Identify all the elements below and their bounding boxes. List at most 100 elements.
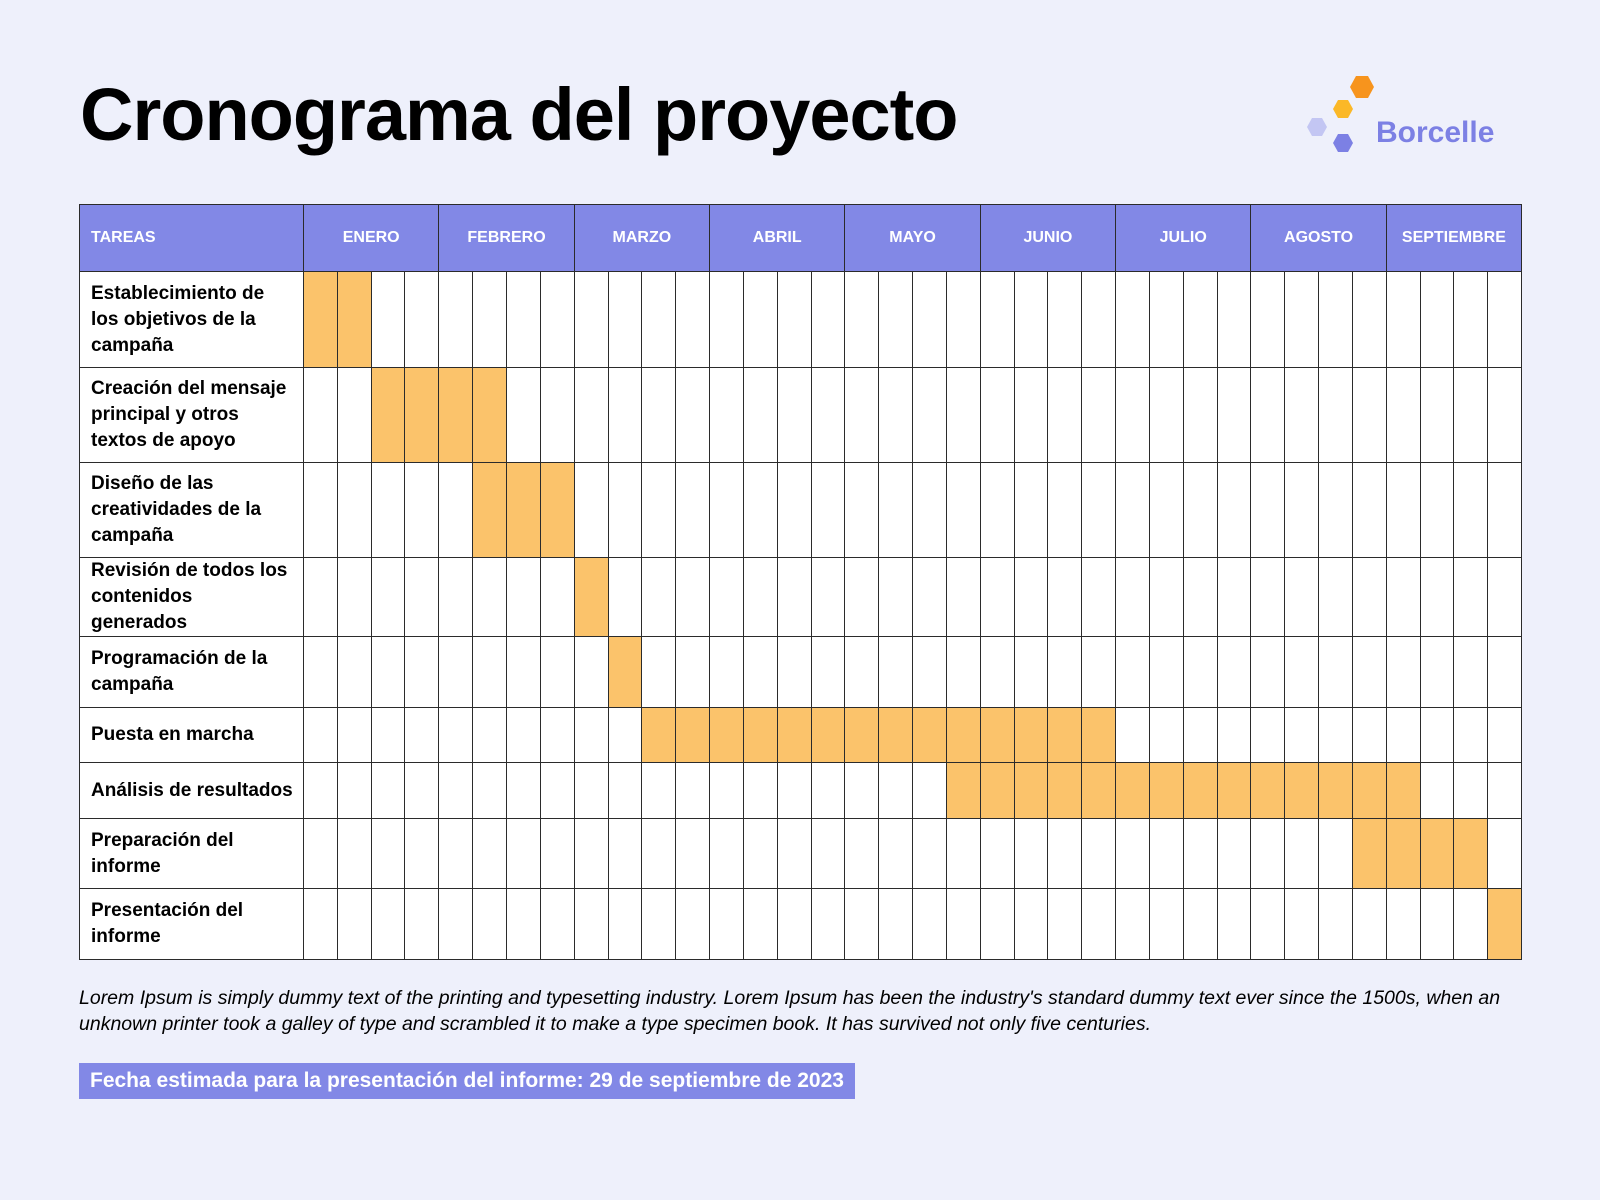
- timeline-cell: [1182, 818, 1218, 889]
- timeline-cell: [336, 818, 372, 889]
- timeline-cell: [1385, 462, 1421, 558]
- timeline-cell: [1385, 888, 1421, 960]
- timeline-cell: [912, 818, 947, 889]
- timeline-bar-cell: [1453, 818, 1489, 889]
- timeline-cell: [1182, 636, 1218, 708]
- timeline-bar-cell: [1385, 818, 1421, 889]
- timeline-cell: [1148, 271, 1184, 368]
- timeline-cell: [1453, 367, 1489, 463]
- timeline-cell: [1250, 636, 1286, 708]
- timeline-cell: [336, 557, 372, 637]
- timeline-bar-cell: [709, 707, 744, 763]
- task-name: Revisión de todos los contenidos generad…: [79, 557, 304, 637]
- timeline-cell: [1250, 557, 1286, 637]
- timeline-cell: [945, 636, 981, 708]
- timeline-cell: [573, 636, 609, 708]
- timeline-cell: [709, 636, 744, 708]
- timeline-cell: [1148, 557, 1184, 637]
- timeline-cell: [607, 367, 643, 463]
- timeline-cell: [370, 762, 406, 819]
- timeline-cell: [303, 367, 338, 463]
- timeline-cell: [1318, 462, 1353, 558]
- timeline-cell: [438, 271, 474, 368]
- timeline-cell: [742, 636, 778, 708]
- timeline-cell: [539, 888, 575, 960]
- timeline-cell: [1351, 557, 1387, 637]
- task-name: Puesta en marcha: [79, 707, 304, 763]
- timeline-cell: [776, 888, 812, 960]
- timeline-cell: [438, 818, 474, 889]
- timeline-bar-cell: [1081, 762, 1117, 819]
- timeline-cell: [506, 636, 541, 708]
- timeline-cell: [1419, 888, 1455, 960]
- timeline-cell: [1318, 818, 1353, 889]
- timeline-cell: [336, 707, 372, 763]
- timeline-bar-cell: [979, 707, 1015, 763]
- timeline-bar-cell: [776, 707, 812, 763]
- timeline-cell: [912, 888, 947, 960]
- timeline-cell: [1419, 636, 1455, 708]
- timeline-cell: [1318, 271, 1353, 368]
- timeline-cell: [1115, 271, 1150, 368]
- timeline-cell: [979, 818, 1015, 889]
- timeline-cell: [1182, 367, 1218, 463]
- timeline-bar-cell: [810, 707, 846, 763]
- timeline-cell: [336, 462, 372, 558]
- timeline-cell: [336, 367, 372, 463]
- timeline-cell: [336, 762, 372, 819]
- task-name: Creación del mensaje principal y otros t…: [79, 367, 304, 463]
- timeline-cell: [912, 636, 947, 708]
- timeline-cell: [539, 818, 575, 889]
- timeline-cell: [912, 557, 947, 637]
- timeline-bar-cell: [607, 636, 643, 708]
- timeline-cell: [1081, 557, 1117, 637]
- month-header-febrero: FEBRERO: [438, 204, 575, 272]
- timeline-cell: [438, 888, 474, 960]
- timeline-cell: [878, 818, 914, 889]
- timeline-cell: [776, 557, 812, 637]
- timeline-cell: [506, 557, 541, 637]
- timeline-cell: [1318, 636, 1353, 708]
- timeline-bar-cell: [1216, 762, 1252, 819]
- timeline-cell: [709, 367, 744, 463]
- timeline-cell: [1419, 557, 1455, 637]
- timeline-cell: [878, 888, 914, 960]
- timeline-cell: [776, 462, 812, 558]
- timeline-cell: [742, 818, 778, 889]
- timeline-cell: [709, 818, 744, 889]
- timeline-cell: [1487, 707, 1523, 763]
- timeline-cell: [1115, 888, 1150, 960]
- timeline-cell: [1216, 707, 1252, 763]
- timeline-cell: [472, 888, 507, 960]
- month-header-septiembre: SEPTIEMBRE: [1385, 204, 1523, 272]
- timeline-cell: [979, 557, 1015, 637]
- page-title: Cronograma del proyecto: [80, 73, 959, 156]
- timeline-cell: [945, 367, 981, 463]
- timeline-bar-cell: [844, 707, 880, 763]
- timeline-cell: [1351, 462, 1387, 558]
- timeline-cell: [1250, 462, 1286, 558]
- timeline-cell: [472, 271, 507, 368]
- timeline-cell: [1148, 888, 1184, 960]
- timeline-cell: [844, 636, 880, 708]
- timeline-bar-cell: [912, 707, 947, 763]
- timeline-cell: [438, 707, 474, 763]
- timeline-cell: [1216, 557, 1252, 637]
- timeline-cell: [844, 462, 880, 558]
- timeline-cell: [1351, 271, 1387, 368]
- timeline-cell: [675, 762, 711, 819]
- timeline-cell: [438, 462, 474, 558]
- timeline-cell: [1284, 707, 1320, 763]
- timeline-cell: [1182, 557, 1218, 637]
- timeline-cell: [303, 636, 338, 708]
- timeline-cell: [709, 557, 744, 637]
- timeline-cell: [1487, 271, 1523, 368]
- timeline-cell: [539, 271, 575, 368]
- timeline-cell: [1385, 557, 1421, 637]
- timeline-cell: [1385, 636, 1421, 708]
- timeline-cell: [641, 462, 677, 558]
- timeline-cell: [404, 557, 440, 637]
- timeline-cell: [404, 462, 440, 558]
- timeline-cell: [1284, 271, 1320, 368]
- timeline-bar-cell: [1013, 707, 1049, 763]
